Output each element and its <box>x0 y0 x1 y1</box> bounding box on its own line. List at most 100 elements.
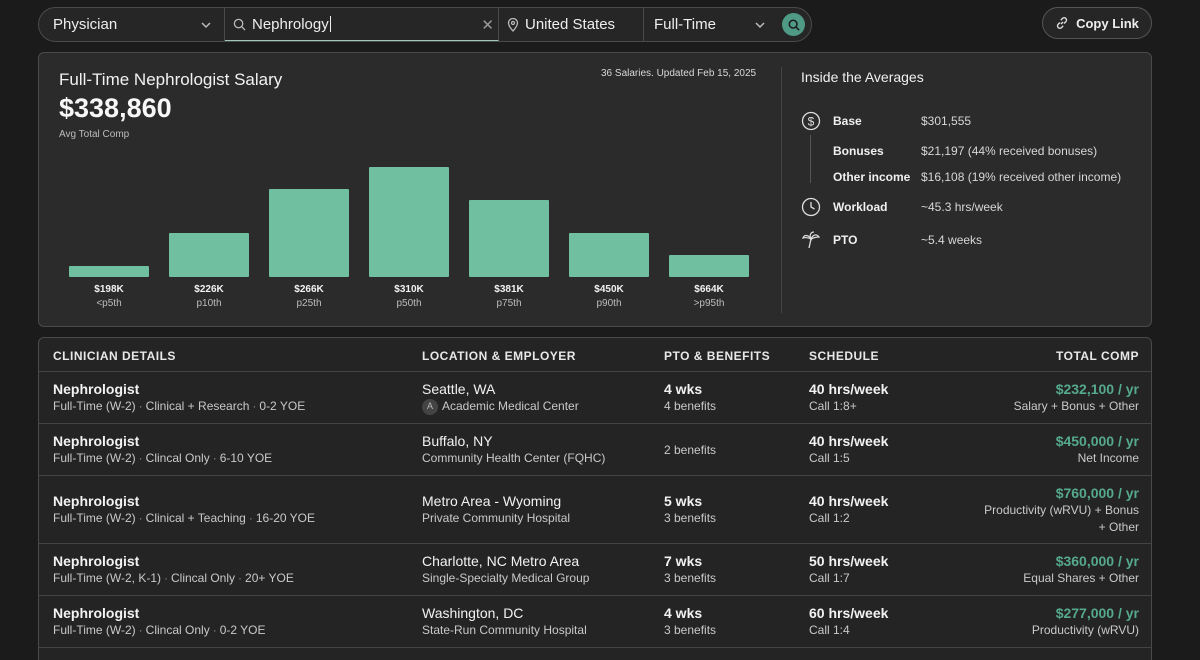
salary-meta: 36 Salaries. Updated Feb 15, 2025 <box>601 68 757 79</box>
clear-icon[interactable]: ✕ <box>481 17 494 34</box>
pto: 4 wks <box>664 381 703 397</box>
benefits: 3 benefits <box>664 571 717 585</box>
bar-value-label: $226K <box>194 284 224 295</box>
histogram-column: $310K p50th <box>369 158 449 318</box>
role-select[interactable]: Physician <box>39 8 225 41</box>
detail: Full-Time (W-2, K-1) <box>53 571 161 585</box>
bar-value-label: $198K <box>94 284 124 295</box>
separator: · <box>248 511 253 525</box>
detail: Full-Time (W-2) <box>53 623 136 637</box>
detail: 20+ YOE <box>245 571 294 585</box>
detail: Full-Time (W-2) <box>53 399 136 413</box>
pto: 4 wks <box>664 605 703 621</box>
pto: 5 wks <box>664 493 703 509</box>
total-comp: $450,000 / yr <box>1055 433 1139 449</box>
separator: · <box>212 451 217 465</box>
separator: · <box>138 623 143 637</box>
avg-label: Workload <box>833 200 888 214</box>
total-comp: $232,100 / yr <box>1055 381 1139 397</box>
avg-label: Base <box>833 114 862 128</box>
separator: · <box>138 511 143 525</box>
employment-select[interactable]: Full-Time <box>644 8 778 41</box>
detail: Full-Time (W-2) <box>53 511 136 525</box>
avg-label: Bonuses <box>833 144 884 158</box>
avg-row-base: $ Base $301,555 <box>801 111 971 131</box>
search-icon <box>233 18 246 31</box>
location-value: United States <box>525 16 616 33</box>
hours: 60 hrs/week <box>809 605 889 621</box>
comp-type: Net Income <box>1077 451 1139 465</box>
table-row[interactable]: Nephrologist Full-Time (W-2) · Clincal Onl… <box>39 596 1151 648</box>
call: Call 1:8+ <box>809 399 857 413</box>
header-location[interactable]: LOCATION & EMPLOYER <box>422 349 576 363</box>
table-row[interactable]: Nephrologist Full-Time (W-2) · Clinical + … <box>39 372 1151 424</box>
employer-name: Academic Medical Center <box>442 399 579 413</box>
detail: 0-2 YOE <box>259 399 306 413</box>
hours: 40 hrs/week <box>809 433 889 449</box>
location-input[interactable]: United States <box>499 8 644 41</box>
blank-icon <box>801 141 821 161</box>
specialty-value: Nephrology <box>252 15 329 33</box>
role-value: Physician <box>53 16 118 33</box>
blank-icon <box>801 167 821 187</box>
histogram-bar <box>169 233 249 277</box>
salary-table: CLINICIAN DETAILS LOCATION & EMPLOYER PT… <box>38 337 1152 660</box>
header-pto[interactable]: PTO & BENEFITS <box>664 349 771 363</box>
detail: Clincal Only <box>171 571 236 585</box>
location: Metro Area - Wyoming <box>422 493 562 509</box>
avg-value: ~45.3 hrs/week <box>921 200 1003 214</box>
details: Full-Time (W-2, K-1) · Clincal Only · 20+ YO… <box>53 570 294 587</box>
specialty-input[interactable]: Nephrology ✕ <box>225 8 499 41</box>
employer: A Academic Medical Center <box>422 398 579 415</box>
avg-label: Other income <box>833 170 911 184</box>
details: Full-Time (W-2) · Clinical + Research · 0-2 … <box>53 398 305 415</box>
search-button[interactable] <box>782 13 805 36</box>
divider <box>781 67 782 313</box>
separator: · <box>164 571 168 585</box>
detail: 0-2 YOE <box>219 623 266 637</box>
role: Nephrologist <box>53 493 140 509</box>
call: Call 1:7 <box>809 571 850 585</box>
details: Full-Time (W-2) · Clinical + Teaching · 16-2… <box>53 510 315 527</box>
table-row[interactable]: Nephrologist Full-Time (W-2) · Clincal Onl… <box>39 424 1151 476</box>
header-schedule[interactable]: SCHEDULE <box>809 349 880 363</box>
histogram-bar <box>69 266 149 277</box>
call: Call 1:2 <box>809 511 850 525</box>
table-row[interactable]: Nephrologist Full-Time (W-2) · Clinical + … <box>39 476 1151 544</box>
text-caret <box>329 16 331 32</box>
salary-summary-card: Full-Time Nephrologist Salary $338,860 A… <box>38 52 1152 327</box>
employer-name: Private Community Hospital <box>422 511 571 525</box>
separator: · <box>238 571 243 585</box>
details: Full-Time (W-2) · Clincal Only · 6-10 YOE <box>53 450 272 467</box>
tree-connector <box>810 135 811 183</box>
table-header: CLINICIAN DETAILS LOCATION & EMPLOYER PT… <box>39 338 1151 372</box>
hours: 50 hrs/week <box>809 553 889 569</box>
detail: Full-Time (W-2) <box>53 451 136 465</box>
bar-category-label: p10th <box>196 298 222 309</box>
bar-category-label: p25th <box>296 298 322 309</box>
total-comp: $760,000 / yr <box>1055 485 1139 501</box>
bar-value-label: $266K <box>294 284 324 295</box>
detail: 16-20 YOE <box>255 511 315 525</box>
avg-value: $21,197 (44% received bonuses) <box>921 144 1098 158</box>
histogram-column: $198K <p5th <box>69 158 149 318</box>
link-icon <box>1056 17 1068 29</box>
avg-row-other-income: Other income $16,108 (19% received other… <box>801 167 1121 187</box>
header-total-comp[interactable]: TOTAL COMP <box>1056 349 1139 363</box>
table-row[interactable]: Nephrologist Full-Time (W-2, K-1) · Clinca… <box>39 544 1151 596</box>
location: Seattle, WA <box>422 381 496 397</box>
total-comp: $360,000 / yr <box>1055 553 1139 569</box>
comp-type-continued: + Other <box>1098 520 1139 534</box>
benefits: 4 benefits <box>664 399 717 413</box>
bar-value-label: $310K <box>394 284 424 295</box>
role: Nephrologist <box>53 553 140 569</box>
comp-type: Productivity (wRVU) <box>1031 623 1139 637</box>
bar-value-label: $664K <box>694 284 724 295</box>
avg-row-workload: Workload ~45.3 hrs/week <box>801 197 1003 217</box>
avg-value: $16,108 (19% received other income) <box>921 170 1122 184</box>
chevron-down-icon <box>201 22 211 29</box>
dollar-circle-icon: $ <box>801 111 821 131</box>
header-clinician[interactable]: CLINICIAN DETAILS <box>53 349 176 363</box>
separator: · <box>212 623 217 637</box>
copy-link-button[interactable]: Copy Link <box>1042 7 1152 39</box>
